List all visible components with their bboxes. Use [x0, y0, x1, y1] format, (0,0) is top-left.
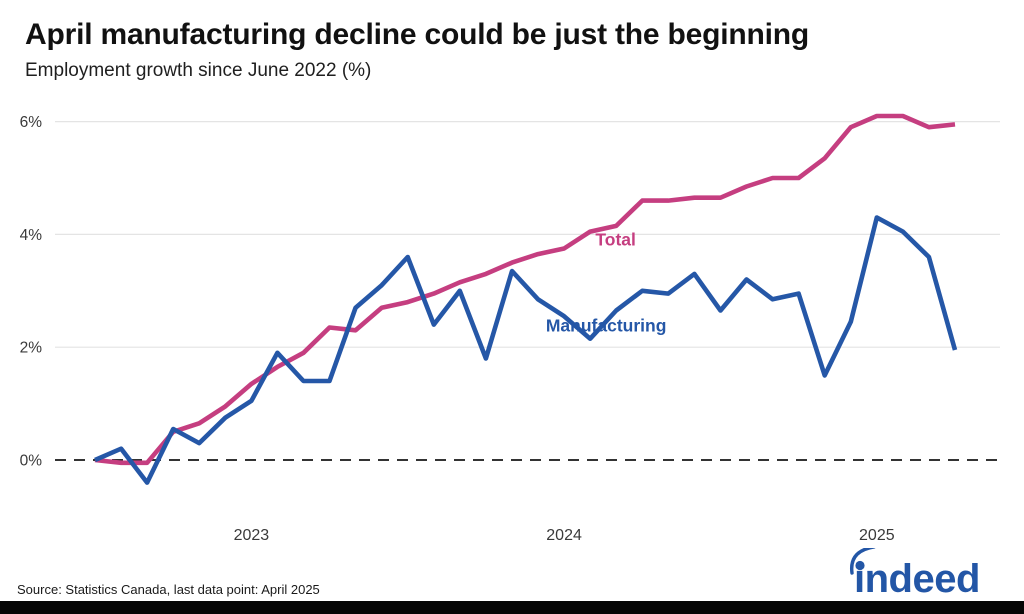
- manufacturing-line: [94, 215, 958, 485]
- footer-brand-bar: [0, 601, 1024, 614]
- logo-swoosh-icon: [849, 548, 876, 575]
- y-tick-0%: 0%: [20, 452, 43, 469]
- page-title: April manufacturing decline could be jus…: [25, 18, 810, 51]
- indeed-logo: ındeed: [849, 548, 980, 598]
- x-tick-2025: 2025: [859, 527, 895, 544]
- x-tick-2023: 2023: [234, 527, 270, 544]
- page-subtitle: Employment growth since June 2022 (%): [25, 60, 372, 81]
- logo-wordmark: ındeed: [854, 557, 980, 598]
- series-label-manufacturing: Manufacturing: [546, 315, 667, 335]
- y-tick-6%: 6%: [20, 114, 43, 131]
- logo-i-dot-icon: [855, 560, 865, 571]
- y-tick-2%: 2%: [20, 340, 43, 357]
- y-tick-4%: 4%: [20, 227, 43, 244]
- series-label-total: Total: [595, 230, 636, 250]
- x-tick-2024: 2024: [546, 527, 582, 544]
- total-line: [94, 113, 956, 466]
- employment-growth-line-chart: 0% 2% 4% 6% 2023 2024 2025 Total Manufacturing: [20, 113, 1000, 544]
- source-note: Source: Statistics Canada, last data poi…: [17, 582, 320, 597]
